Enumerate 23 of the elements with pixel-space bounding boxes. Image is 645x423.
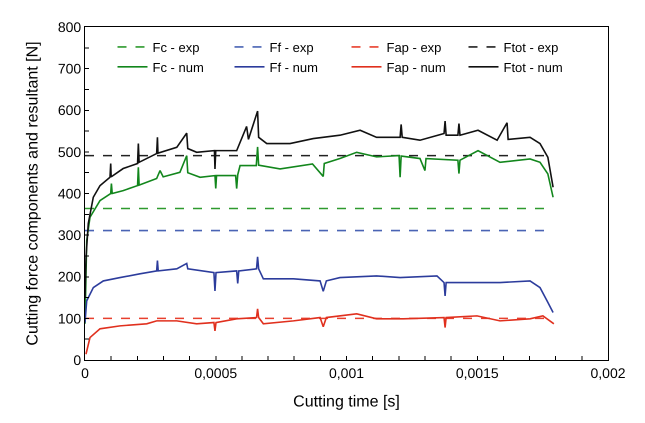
legend-label: Ftot - exp (504, 40, 558, 56)
y-tick-label: 100 (58, 310, 82, 326)
y-tick-label: 400 (58, 185, 82, 202)
x-tick-label: 0,002 (590, 364, 626, 381)
y-tick-label: 600 (58, 102, 82, 118)
y-tick-label: 800 (58, 18, 82, 35)
y-tick-label: 500 (58, 144, 82, 160)
x-tick-label: 0,001 (328, 364, 364, 381)
legend-label: Fap - num (386, 60, 446, 75)
y-tick-label: 200 (58, 268, 82, 285)
legend-label: Ff - exp (270, 40, 314, 56)
legend-label: Fc - exp (152, 40, 200, 56)
y-tick-label: 300 (58, 227, 82, 244)
x-axis-title: Cutting time [s] (293, 394, 400, 410)
legend-label: Fc - num (152, 60, 204, 75)
x-tick-label: 0,0015 (456, 364, 499, 381)
legend-label: Fap - exp (386, 40, 442, 56)
legend-label: Ff - num (270, 60, 318, 75)
y-axis-title: Cutting force components and resultant [N] (24, 41, 42, 346)
legend-label: Ftot - num (504, 60, 563, 75)
y-tick-label: 0 (73, 352, 82, 368)
x-tick-label: 0,0005 (194, 364, 238, 381)
y-tick-label: 700 (58, 60, 82, 77)
